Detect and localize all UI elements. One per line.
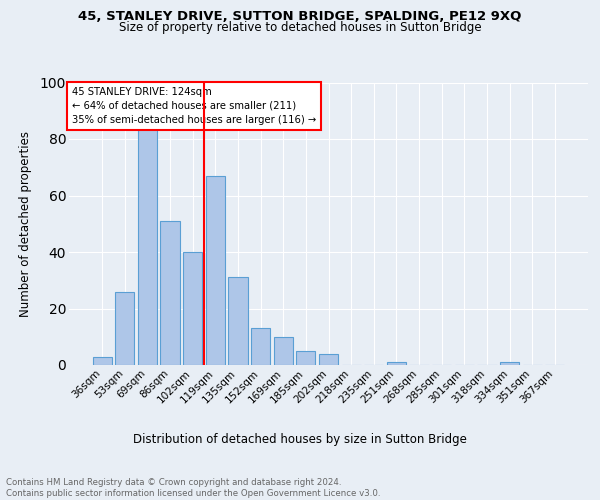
Bar (115, 292, 134, 365)
Bar (92, 356, 112, 365)
Bar (274, 337, 293, 365)
Bar (319, 354, 338, 365)
Text: 45 STANLEY DRIVE: 124sqm
← 64% of detached houses are smaller (211)
35% of semi-: 45 STANLEY DRIVE: 124sqm ← 64% of detach… (71, 86, 316, 124)
Bar (387, 362, 406, 365)
Bar (296, 351, 316, 365)
Text: Distribution of detached houses by size in Sutton Bridge: Distribution of detached houses by size … (133, 432, 467, 446)
Bar (183, 252, 202, 365)
Bar (500, 362, 519, 365)
Text: Contains HM Land Registry data © Crown copyright and database right 2024.
Contai: Contains HM Land Registry data © Crown c… (6, 478, 380, 498)
Text: 45, STANLEY DRIVE, SUTTON BRIDGE, SPALDING, PE12 9XQ: 45, STANLEY DRIVE, SUTTON BRIDGE, SPALDI… (79, 10, 521, 23)
Text: Size of property relative to detached houses in Sutton Bridge: Size of property relative to detached ho… (119, 21, 481, 34)
Bar (206, 176, 225, 365)
Bar (138, 128, 157, 365)
Bar (229, 278, 248, 365)
Bar (160, 221, 180, 365)
Y-axis label: Number of detached properties: Number of detached properties (19, 130, 32, 317)
Bar (251, 328, 270, 365)
